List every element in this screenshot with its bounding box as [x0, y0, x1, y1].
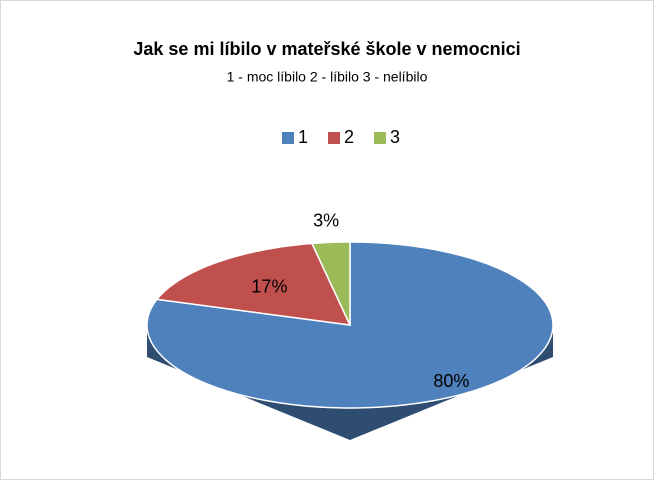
legend-label: 3: [390, 127, 400, 147]
slice-top: [310, 241, 351, 326]
chart-title: Jak se mi líbilo v mateřské škole v nemo…: [133, 39, 520, 59]
legend-swatch: [282, 132, 294, 144]
chart-subtitle: 1 - moc líbilo 2 - líbilo 3 - nelíbilo: [227, 69, 428, 85]
data-label: 80%: [433, 371, 469, 391]
legend-swatch: [328, 132, 340, 144]
slice-top: [155, 242, 352, 326]
data-label: 17%: [251, 276, 287, 296]
pie-slice: [155, 242, 352, 326]
data-label: 3%: [313, 210, 339, 230]
legend-label: 2: [344, 127, 354, 147]
slice-side: [147, 325, 553, 440]
legend-label: 1: [298, 127, 308, 147]
legend-swatch: [374, 132, 386, 144]
pie-slice: [310, 241, 351, 326]
